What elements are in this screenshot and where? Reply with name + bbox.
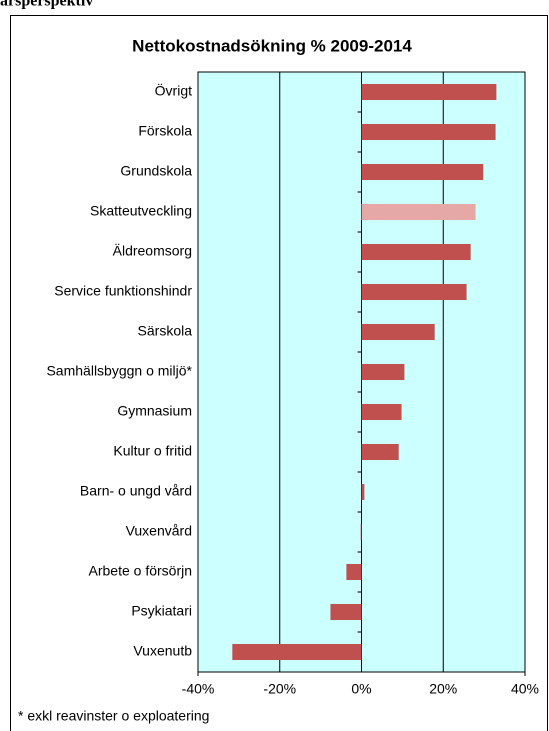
chart-frame	[10, 15, 548, 731]
y-tick-label: Övrigt	[155, 82, 192, 99]
bar	[361, 204, 476, 220]
bar	[361, 404, 402, 420]
bar	[361, 244, 471, 260]
y-tick-label: Arbete o försörjn	[89, 563, 193, 579]
bar	[346, 564, 362, 580]
y-tick-label: Barn- o ungd vård	[80, 483, 192, 499]
y-tick-label: Grundskola	[120, 163, 192, 179]
bar	[361, 444, 399, 460]
y-tick-label: Vuxenutb	[133, 643, 192, 659]
y-tick-label: Förskola	[138, 123, 192, 139]
y-tick-label: Skatteutveckling	[90, 203, 192, 219]
bar	[361, 364, 405, 380]
bar	[361, 324, 435, 340]
page-title: årsperspektiv	[0, 0, 93, 10]
y-tick-label: Gymnasium	[117, 403, 192, 419]
x-tick-label: -40%	[182, 681, 215, 697]
y-tick-label: Särskola	[138, 323, 193, 339]
y-tick-label: Samhällsbyggn o miljö*	[46, 363, 192, 379]
x-tick-label: 20%	[429, 681, 457, 697]
footnote: * exkl reavinster o exploatering	[18, 708, 209, 724]
chart-title: Nettokostnadsökning % 2009-2014	[132, 36, 412, 55]
bar	[232, 644, 362, 660]
bar	[361, 484, 365, 500]
y-tick-label: Äldreomsorg	[113, 243, 192, 259]
x-tick-label: 40%	[511, 681, 539, 697]
bar	[360, 524, 362, 540]
bar	[361, 284, 467, 300]
y-tick-label: Vuxenvård	[126, 523, 192, 539]
bar	[361, 164, 484, 180]
bar	[361, 84, 497, 100]
x-tick-label: -20%	[263, 681, 296, 697]
bar	[361, 124, 496, 140]
y-tick-label: Service funktionshindr	[54, 283, 192, 299]
y-tick-label: Kultur o fritid	[113, 443, 192, 459]
y-tick-label: Psykiatari	[131, 603, 192, 619]
x-tick-label: 0%	[351, 681, 371, 697]
bar	[330, 604, 362, 620]
